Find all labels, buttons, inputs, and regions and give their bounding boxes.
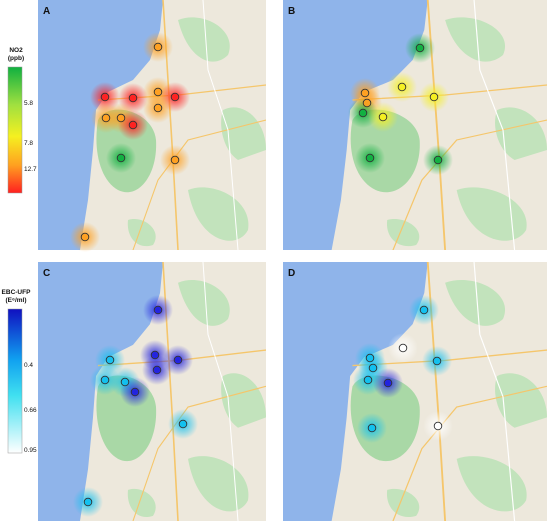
point — [80, 232, 90, 242]
point — [153, 42, 163, 52]
point — [101, 113, 111, 123]
colorbar — [7, 66, 23, 194]
panel-label: B — [288, 6, 295, 17]
map-panels — [38, 0, 547, 521]
point — [368, 363, 378, 373]
point — [433, 421, 443, 431]
legend-unit: (E⁶/ml) — [5, 297, 26, 304]
point — [383, 378, 393, 388]
legend-tick: 5.8 — [24, 100, 33, 107]
point — [120, 377, 130, 387]
point — [153, 87, 163, 97]
point — [83, 497, 93, 507]
colorbar — [7, 308, 23, 454]
point — [365, 153, 375, 163]
legend-tick: 0.66 — [24, 407, 37, 414]
point — [367, 423, 377, 433]
point — [170, 155, 180, 165]
point — [178, 419, 188, 429]
point — [173, 355, 183, 365]
legend-title: EBC-UFP — [2, 289, 32, 296]
panel-label: C — [43, 268, 50, 279]
legend-unit: (ppb) — [8, 55, 24, 62]
legend-title: NO2 — [9, 47, 23, 54]
measurement-points — [70, 32, 453, 517]
point — [128, 120, 138, 130]
point — [170, 92, 180, 102]
legend-ebc: EBC-UFP (E⁶/ml) 0.4 0.66 0.95 — [2, 289, 37, 454]
point — [116, 113, 126, 123]
point — [362, 98, 372, 108]
point — [150, 350, 160, 360]
legend-no2: NO2 (ppb) 5.8 7.8 12.7 — [7, 47, 37, 194]
point — [397, 82, 407, 92]
point — [432, 356, 442, 366]
point — [100, 92, 110, 102]
legend-tick: 7.8 — [24, 140, 33, 147]
point — [153, 305, 163, 315]
point — [128, 93, 138, 103]
point — [398, 343, 408, 353]
point — [130, 387, 140, 397]
point — [358, 108, 368, 118]
legend-tick: 12.7 — [24, 166, 37, 173]
point — [415, 43, 425, 53]
legend-tick: 0.95 — [24, 447, 37, 454]
point — [360, 88, 370, 98]
point — [433, 155, 443, 165]
point — [378, 112, 388, 122]
point — [363, 375, 373, 385]
panel-label: A — [43, 6, 50, 17]
point — [105, 355, 115, 365]
point — [116, 153, 126, 163]
panel-label: D — [288, 268, 295, 279]
point — [419, 305, 429, 315]
point — [152, 365, 162, 375]
point — [153, 103, 163, 113]
point — [429, 92, 439, 102]
legend-tick: 0.4 — [24, 362, 33, 369]
point — [365, 353, 375, 363]
point — [100, 375, 110, 385]
